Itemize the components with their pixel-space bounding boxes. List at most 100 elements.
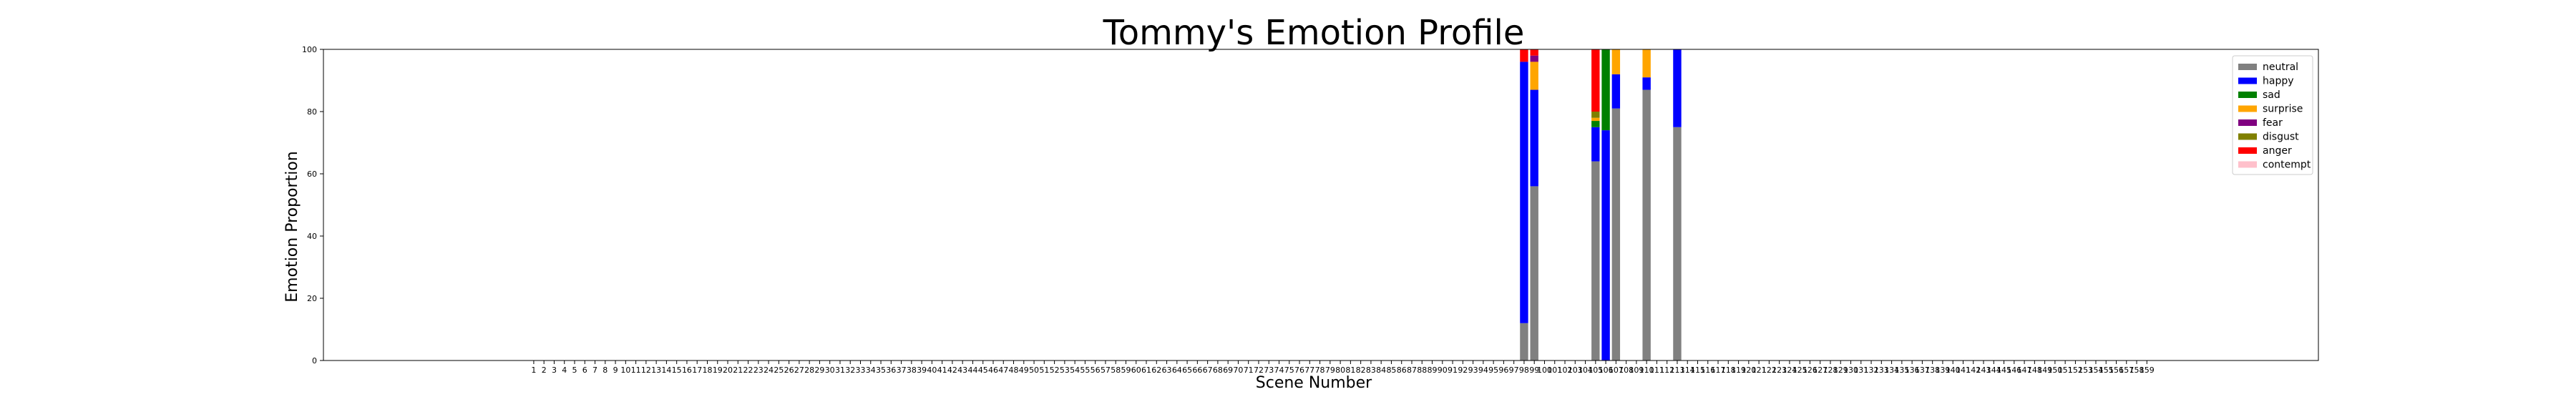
y-axis-label: Emotion Proportion [283,151,301,302]
x-tick-label: 145 [1996,366,2011,375]
x-tick-label: 121 [1752,366,1767,375]
x-tick-label: 126 [1802,366,1818,375]
x-tick-label: 150 [2047,366,2062,375]
bar-segment-surprise-scene-99 [1530,62,1538,90]
x-tick-label: 18 [702,366,712,375]
x-tick-label: 105 [1588,366,1603,375]
x-tick-label: 138 [1925,366,1940,375]
bar-segment-disgust-scene-105 [1591,112,1600,118]
x-tick-label: 35 [876,366,886,375]
x-tick-label: 133 [1874,366,1889,375]
x-tick-label: 88 [1417,366,1427,375]
x-tick-label: 94 [1478,366,1488,375]
x-tick-label: 34 [866,366,876,375]
bar-segment-neutral-scene-107 [1611,108,1621,360]
x-tick-label: 140 [1946,366,1961,375]
bar-segment-surprise-scene-107 [1611,49,1621,74]
legend-swatch-disgust [2238,133,2257,140]
x-tick-label: 112 [1659,366,1674,375]
x-tick-label: 71 [1244,366,1254,375]
x-tick-label: 142 [1966,366,1981,375]
bar-segment-anger-scene-105 [1591,49,1600,112]
x-tick-label: 124 [1782,366,1797,375]
x-tick-label: 57 [1101,366,1111,375]
x-tick-label: 130 [1843,366,1858,375]
x-tick-label: 43 [957,366,967,375]
x-tick-label: 75 [1284,366,1294,375]
bar-segment-neutral-scene-98 [1520,323,1528,360]
x-tick-label: 65 [1182,366,1192,375]
x-tick-label: 53 [1060,366,1070,375]
x-tick-label: 111 [1649,366,1664,375]
x-tick-label: 27 [794,366,804,375]
x-tick-label: 36 [886,366,896,375]
x-tick-label: 14 [661,366,671,375]
y-tick-label: 80 [307,107,317,117]
bars-layer [1520,49,1682,361]
x-tick-label: 103 [1568,366,1583,375]
x-tick-label: 137 [1915,366,1930,375]
x-tick-label: 30 [825,366,835,375]
x-tick-label: 97 [1509,366,1519,375]
x-tick-label: 66 [1192,366,1202,375]
x-tick-label: 40 [927,366,937,375]
x-tick-label: 26 [784,366,794,375]
bar-segment-fear-scene-99 [1530,55,1538,62]
x-tick-label: 90 [1438,366,1448,375]
legend-label-surprise: surprise [2263,104,2303,115]
x-tick-label: 49 [1019,366,1029,375]
x-tick-label: 2 [542,366,547,375]
bar-segment-happy-scene-107 [1611,74,1621,109]
x-tick-label: 125 [1792,366,1807,375]
x-tick-label: 146 [2006,366,2021,375]
x-tick-label: 74 [1274,366,1284,375]
x-tick-label: 7 [592,366,597,375]
x-tick-label: 63 [1162,366,1172,375]
x-tick-label: 42 [947,366,957,375]
x-tick-label: 80 [1335,366,1345,375]
legend-swatch-contempt [2238,161,2257,168]
x-tick-label: 106 [1599,366,1614,375]
x-tick-label: 21 [733,366,743,375]
x-tick-label: 77 [1304,366,1314,375]
x-tick-label: 16 [682,366,692,375]
x-tick-label: 108 [1619,366,1634,375]
legend-swatch-surprise [2238,105,2257,112]
legend-label-disgust: disgust [2263,132,2299,143]
x-tick-label: 45 [978,366,988,375]
legend-label-contempt: contempt [2263,160,2311,171]
x-tick-label: 58 [1111,366,1121,375]
x-tick-label: 62 [1151,366,1161,375]
x-tick-label: 38 [907,366,917,375]
bar-segment-happy-scene-105 [1591,127,1600,162]
x-tick-label: 159 [2140,366,2155,375]
x-tick-label: 134 [1884,366,1899,375]
x-tick-label: 81 [1345,366,1355,375]
x-tick-label: 86 [1397,366,1407,375]
x-tick-label: 15 [672,366,682,375]
legend-swatch-sad [2238,92,2257,98]
bar-segment-surprise-scene-105 [1591,117,1600,122]
x-axis-label: Scene Number [1256,374,1372,392]
x-tick-label: 46 [988,366,998,375]
x-tick-label: 72 [1254,366,1264,375]
bar-segment-happy-scene-99 [1530,89,1538,187]
y-tick-label: 100 [302,45,317,54]
x-tick-label: 61 [1141,366,1151,375]
bar-segment-happy-scene-106 [1601,130,1610,360]
x-tick-label: 24 [763,366,774,375]
bar-segment-sad-scene-105 [1591,121,1600,127]
x-tick-label: 110 [1639,366,1654,375]
legend-swatch-fear [2238,119,2257,126]
x-tick-label: 92 [1458,366,1468,375]
x-tick-label: 156 [2109,366,2124,375]
legend-label-fear: fear [2263,117,2283,129]
x-tick-label: 69 [1223,366,1233,375]
legend-label-neutral: neutral [2263,62,2298,73]
legend-label-sad: sad [2263,89,2280,101]
bar-segment-neutral-scene-110 [1642,89,1651,361]
legend-swatch-neutral [2238,64,2257,70]
x-tick-label: 39 [917,366,927,375]
x-tick-label: 96 [1498,366,1508,375]
x-tick-label: 107 [1609,366,1624,375]
